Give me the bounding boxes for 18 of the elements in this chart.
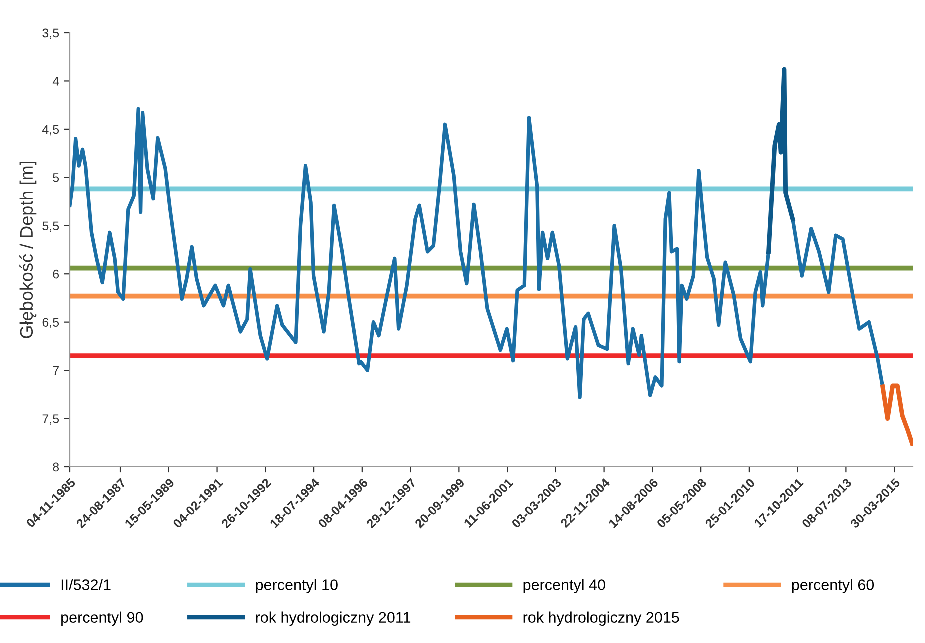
legend-label: rok hydrologiczny 2015 bbox=[524, 612, 680, 626]
legend-label: percentyl 90 bbox=[62, 612, 144, 626]
y-tick-label: 8 bbox=[53, 462, 60, 472]
y-tick-label: 5 bbox=[53, 174, 60, 182]
y-tick-label: 4 bbox=[52, 77, 60, 86]
y-tick-label: 4,5 bbox=[42, 125, 60, 136]
y-tick-label: 6 bbox=[53, 270, 60, 279]
legend-label: percentyl 40 bbox=[524, 579, 606, 594]
legend-label: percentyl 60 bbox=[792, 579, 874, 594]
y-tick-label: 3,5 bbox=[42, 28, 60, 40]
y-tick-label: 6,5 bbox=[42, 318, 60, 328]
y-tick-label: 7 bbox=[53, 366, 59, 376]
y-axis-title: Głębokość / Depth [m] bbox=[20, 162, 37, 338]
legend-label: percentyl 10 bbox=[256, 579, 338, 594]
legend-label: II/532/1 bbox=[62, 579, 111, 590]
y-tick-label: 5,5 bbox=[42, 222, 60, 232]
legend-label: rok hydrologiczny 2011 bbox=[256, 612, 411, 626]
y-tick-label: 7,5 bbox=[42, 414, 60, 425]
